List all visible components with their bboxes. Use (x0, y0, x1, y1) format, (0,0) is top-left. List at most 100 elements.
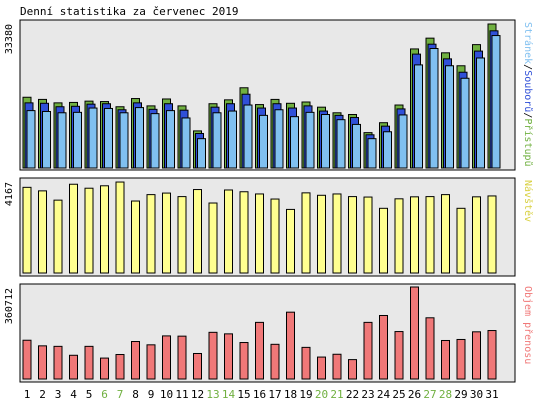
legend-kbytes: Objem přenosu (522, 286, 533, 364)
x-tick-label: 29 (454, 388, 467, 401)
kbytes-bar (239, 342, 249, 380)
visits-bar (239, 191, 249, 274)
x-tick-label: 14 (222, 388, 236, 401)
kbytes-bar (38, 345, 47, 380)
pages-bar (119, 112, 129, 169)
visits-bar (193, 189, 202, 274)
visits-bar (379, 207, 388, 274)
legend-sep: / (522, 64, 533, 70)
chart-title: Denní statistika za červenec 2019 (20, 5, 239, 18)
pages-bar (259, 114, 268, 169)
kbytes-bar (332, 353, 342, 380)
visits-bar (162, 192, 171, 274)
x-tick-label: 31 (485, 388, 498, 401)
x-tick-label: 21 (330, 388, 343, 401)
visits-bar (332, 193, 342, 274)
pages-bar (476, 57, 485, 169)
kbytes-bar (317, 356, 326, 380)
x-tick-label: 25 (392, 388, 405, 401)
visits-bar (270, 198, 280, 274)
x-tick-label: 23 (361, 388, 374, 401)
kbytes-bar (100, 357, 109, 380)
kbytes-bar (53, 345, 63, 380)
pages-bar (88, 107, 98, 169)
visits-bar (456, 207, 466, 274)
pages-bar (104, 107, 113, 169)
kbytes-bars (22, 286, 497, 380)
kbytes-bar (379, 314, 388, 380)
legend-visits: Návštěv (522, 180, 533, 222)
visits-bar (348, 196, 357, 274)
legend-hits: Přístupů (522, 118, 533, 166)
x-tick-label: 26 (408, 388, 421, 401)
kbytes-bar (456, 338, 466, 380)
visits-bar (53, 199, 63, 274)
x-tick-label: 28 (439, 388, 452, 401)
x-tick-label: 17 (268, 388, 281, 401)
kbytes-bar (22, 339, 32, 380)
x-tick-label: 1 (24, 388, 31, 401)
legend-pages: Stránek (522, 22, 533, 64)
x-tick-label: 11 (175, 388, 188, 401)
x-tick-label: 8 (132, 388, 139, 401)
pages-bar (212, 112, 222, 169)
pages-bar (367, 138, 377, 169)
kbytes-bar (348, 359, 357, 380)
visits-bar (301, 192, 311, 274)
kbytes-bar (208, 331, 218, 380)
pages-bar (460, 77, 470, 169)
pages-bar (197, 138, 206, 169)
pages-bar (305, 111, 315, 169)
hits-bars (22, 23, 501, 169)
kbytes-bar (425, 317, 435, 380)
visits-bar (286, 208, 295, 274)
kbytes-bar (193, 352, 202, 380)
kbytes-bar (487, 330, 497, 380)
pages-bar (274, 109, 284, 169)
x-tick-label: 27 (423, 388, 436, 401)
x-tick-label: 30 (470, 388, 483, 401)
visits-bar (38, 190, 47, 274)
pages-bar (445, 65, 454, 169)
pages-bar (166, 110, 175, 169)
pages-bar (57, 112, 67, 169)
visits-bar (487, 195, 497, 274)
visits-bar (84, 187, 94, 274)
visits-bar (177, 196, 187, 274)
x-tick-label: 22 (346, 388, 359, 401)
pages-bar (414, 64, 423, 169)
kbytes-bar (286, 311, 295, 380)
pages-bar (228, 110, 237, 169)
x-tick-label: 9 (148, 388, 155, 401)
visits-ymax-label: 4167 (4, 182, 15, 206)
kbytes-bar (270, 343, 280, 380)
kbytes-bar (115, 354, 125, 380)
visits-bar (410, 196, 419, 274)
visits-bar (394, 198, 404, 274)
visits-bar (115, 181, 125, 274)
pages-bar (321, 114, 330, 169)
x-tick-label: 19 (299, 388, 312, 401)
pages-bar (26, 110, 36, 169)
kbytes-panel-frame (19, 283, 516, 383)
pages-bar (243, 104, 253, 169)
pages-bar (181, 117, 191, 169)
pages-bar (135, 107, 144, 169)
pages-bar (73, 111, 82, 169)
hits-legend: Stránek/Souborů/Přístupů (522, 22, 533, 167)
pages-bar (150, 113, 160, 169)
kbytes-bar (410, 286, 419, 380)
visits-bar (224, 189, 233, 274)
visits-bar (22, 186, 32, 274)
x-tick-label: 7 (117, 388, 124, 401)
visits-bars (22, 181, 497, 274)
pages-bar (352, 123, 361, 169)
visits-bar (146, 194, 156, 274)
x-tick-label: 2 (39, 388, 46, 401)
x-tick-label: 10 (160, 388, 173, 401)
kbytes-bar (84, 345, 94, 380)
pages-bar (491, 35, 501, 169)
x-tick-label: 6 (101, 388, 108, 401)
kbytes-bar (177, 335, 187, 380)
visits-bar (69, 183, 78, 274)
